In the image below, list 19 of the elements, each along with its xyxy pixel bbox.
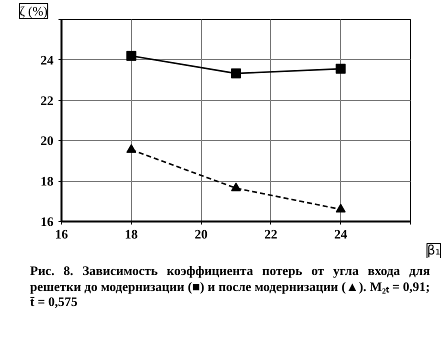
x-axis-title: β₁	[426, 244, 441, 258]
y-axis-title: ζ (%)	[20, 4, 48, 18]
x-tick-label: 16	[55, 226, 68, 242]
y-tick-label: 20	[40, 133, 54, 148]
y-tick-label: 16	[40, 214, 54, 229]
x-tick-label: 22	[264, 226, 278, 242]
point	[336, 64, 346, 74]
x-tick-label: 24	[334, 226, 348, 242]
x-tick-label: 18	[124, 226, 138, 242]
point	[231, 68, 241, 78]
y-tick-label: 24	[40, 52, 54, 68]
point	[231, 182, 241, 192]
x-tick-label: 20	[194, 226, 208, 242]
y-tick-label: 18	[40, 174, 54, 189]
text: Рис. 8. Зависимость коэффициента потерь от угла входа для решетки до модернизации (■) и после модернизации (▲). M₂ₜ = 0,91; t̄ = 0,575	[30, 263, 430, 310]
y-tick-label: 22	[40, 92, 54, 108]
point	[126, 50, 136, 61]
point	[336, 204, 346, 212]
point	[126, 144, 136, 153]
